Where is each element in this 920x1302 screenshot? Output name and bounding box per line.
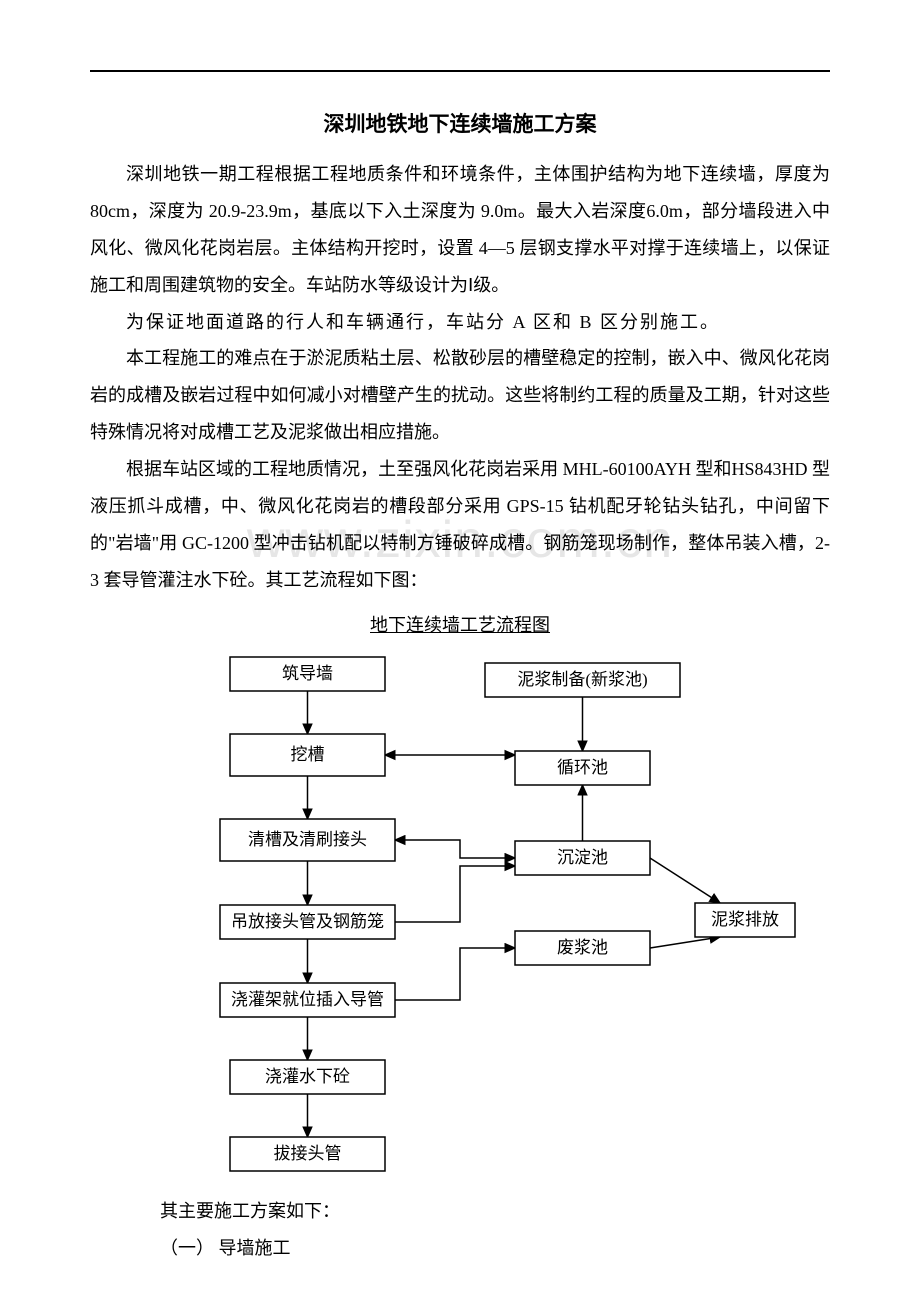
flow-node-n4: 吊放接头管及钢筋笼 [220, 905, 395, 939]
paragraph-3: 本工程施工的难点在于淤泥质粘土层、松散砂层的槽壁稳定的控制，嵌入中、微风化花岗岩… [90, 340, 830, 451]
footer-line-1: 其主要施工方案如下： [160, 1193, 830, 1230]
svg-text:挖槽: 挖槽 [291, 745, 325, 764]
svg-text:浇灌水下砼: 浇灌水下砼 [265, 1067, 350, 1086]
svg-text:清槽及清刷接头: 清槽及清刷接头 [248, 830, 367, 849]
flow-node-m5: 泥浆排放 [695, 903, 795, 937]
flow-node-n3: 清槽及清刷接头 [220, 819, 395, 861]
svg-text:沉淀池: 沉淀池 [557, 848, 608, 867]
svg-text:吊放接头管及钢筋笼: 吊放接头管及钢筋笼 [231, 912, 384, 931]
footer-block: 其主要施工方案如下： （一） 导墙施工 [160, 1193, 830, 1267]
svg-text:拔接头管: 拔接头管 [274, 1144, 342, 1163]
flowchart-title: 地下连续墙工艺流程图 [90, 611, 830, 637]
flowchart-region: 地下连续墙工艺流程图 筑导墙挖槽清槽及清刷接头吊放接头管及钢筋笼浇灌架就位插入导… [90, 611, 830, 1187]
footer-line-2: （一） 导墙施工 [160, 1230, 830, 1267]
page-title: 深圳地铁地下连续墙施工方案 [90, 108, 830, 138]
document-content: 深圳地铁地下连续墙施工方案 深圳地铁一期工程根据工程地质条件和环境条件，主体围护… [90, 108, 830, 1266]
svg-text:泥浆排放: 泥浆排放 [711, 910, 779, 929]
svg-text:循环池: 循环池 [557, 758, 608, 777]
paragraph-1: 深圳地铁一期工程根据工程地质条件和环境条件，主体围护结构为地下连续墙，厚度为 8… [90, 156, 830, 304]
flow-node-m2: 循环池 [515, 751, 650, 785]
flow-node-m4: 废浆池 [515, 931, 650, 965]
svg-text:泥浆制备(新浆池): 泥浆制备(新浆池) [517, 670, 647, 689]
flow-node-n2: 挖槽 [230, 734, 385, 776]
flow-node-n6: 浇灌水下砼 [230, 1060, 385, 1094]
svg-text:废浆池: 废浆池 [557, 938, 608, 957]
paragraph-2: 为保证地面道路的行人和车辆通行，车站分 A 区和 B 区分别施工。 [90, 304, 830, 341]
flowchart-svg: 筑导墙挖槽清槽及清刷接头吊放接头管及钢筋笼浇灌架就位插入导管浇灌水下砼拔接头管 泥… [120, 647, 800, 1187]
flow-node-n1: 筑导墙 [230, 657, 385, 691]
flow-node-m3: 沉淀池 [515, 841, 650, 875]
horizontal-rule [90, 70, 830, 72]
svg-text:筑导墙: 筑导墙 [282, 664, 333, 683]
flow-node-n5: 浇灌架就位插入导管 [220, 983, 395, 1017]
flow-node-m1: 泥浆制备(新浆池) [485, 663, 680, 697]
svg-text:浇灌架就位插入导管: 浇灌架就位插入导管 [231, 990, 384, 1009]
flow-node-n7: 拔接头管 [230, 1137, 385, 1171]
paragraph-4: 根据车站区域的工程地质情况，土至强风化花岗岩采用 MHL-60100AYH 型和… [90, 451, 830, 599]
